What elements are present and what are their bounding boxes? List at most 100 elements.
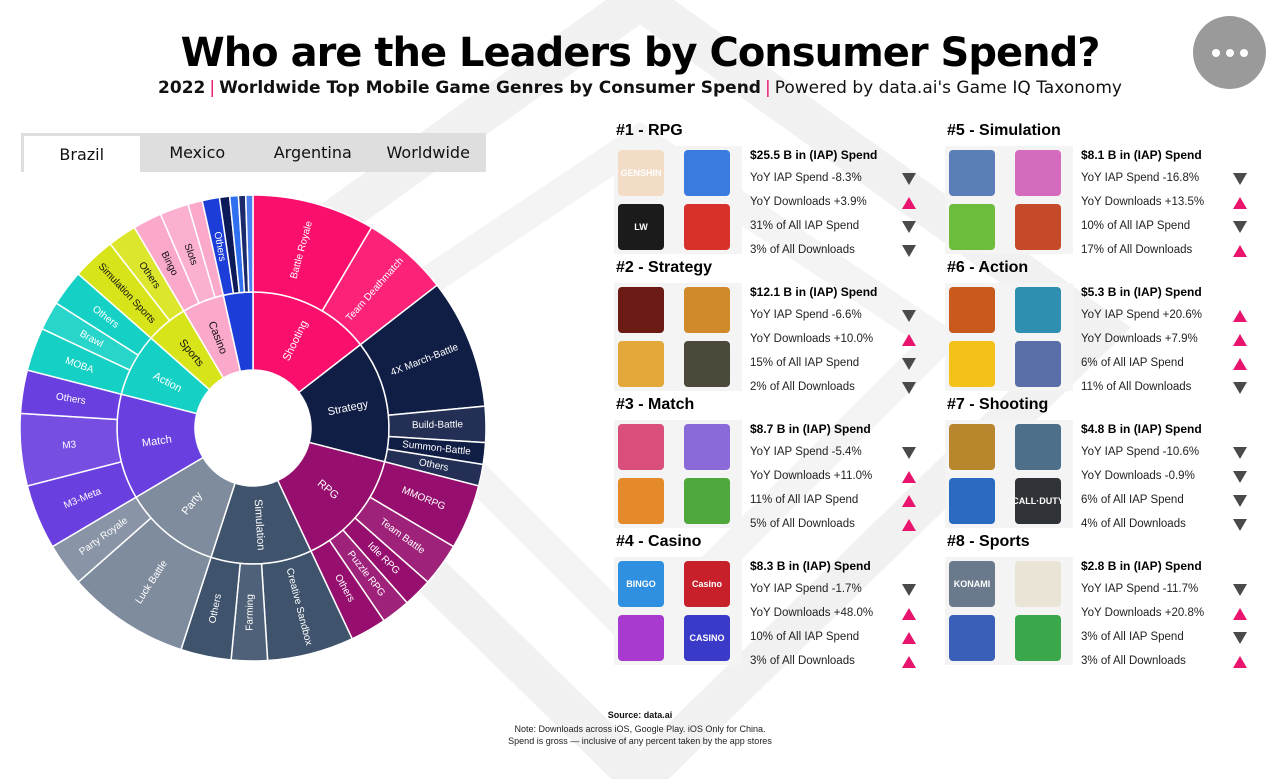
- app-icon-grid: [945, 146, 1073, 254]
- genre-card: #4 - Casino BINGO Casino CASINO $8.3 B in (I…: [614, 533, 934, 668]
- page-title: Who are the Leaders by Consumer Spend?: [180, 30, 1101, 76]
- genre-stat: YoY Downloads +3.9%: [750, 196, 867, 208]
- trend-up-icon: [902, 334, 916, 346]
- app-icon[interactable]: [684, 204, 730, 250]
- app-icon[interactable]: CALL·DUTY: [1015, 478, 1061, 524]
- genre-title: #1 - RPG: [616, 122, 683, 139]
- app-icon[interactable]: [949, 204, 995, 250]
- app-icon[interactable]: Casino: [684, 561, 730, 607]
- subtitle-separator: |: [764, 78, 771, 98]
- genre-stat: 3% of All Downloads: [750, 244, 855, 256]
- tab-worldwide[interactable]: Worldwide: [386, 143, 470, 162]
- sunburst-subgenre-segment[interactable]: [244, 194, 254, 293]
- app-icon[interactable]: KONAMI: [949, 561, 995, 607]
- trend-down-icon: [902, 382, 916, 394]
- app-icon[interactable]: [618, 287, 664, 333]
- more-options-button[interactable]: [1193, 16, 1266, 89]
- genre-stat: 10% of All IAP Spend: [1081, 220, 1191, 232]
- genre-card: #6 - Action $5.3 B in (IAP) Spend YoY IAP …: [945, 259, 1265, 394]
- iap-spend-total: $8.3 B in (IAP) Spend: [750, 559, 871, 573]
- trend-down-icon: [902, 221, 916, 233]
- app-icon[interactable]: LW: [618, 204, 664, 250]
- genre-stat: 6% of All IAP Spend: [1081, 494, 1184, 506]
- genre-stat: YoY Downloads +20.8%: [1081, 607, 1205, 619]
- genre-stat: 3% of All IAP Spend: [1081, 631, 1184, 643]
- app-icon[interactable]: [684, 424, 730, 470]
- genre-stat: YoY Downloads -0.9%: [1081, 470, 1195, 482]
- app-icon[interactable]: [949, 615, 995, 661]
- tab-mexico[interactable]: Mexico: [169, 143, 226, 162]
- genre-title: #4 - Casino: [616, 533, 702, 550]
- app-icon-grid: GENSHIN LW: [614, 146, 742, 254]
- app-icon[interactable]: [618, 341, 664, 387]
- sunburst-subgenre-label: Farming: [244, 594, 256, 631]
- dot-icon: [1211, 48, 1220, 57]
- trend-up-icon: [1233, 334, 1247, 346]
- genre-stat: 11% of All IAP Spend: [750, 494, 859, 506]
- app-icon[interactable]: [618, 424, 664, 470]
- dot-icon: [1225, 48, 1234, 57]
- trend-down-icon: [1233, 519, 1247, 531]
- sunburst-subgenre-label: Build-Battle: [412, 419, 464, 431]
- app-icon[interactable]: [949, 150, 995, 196]
- app-icon[interactable]: CASINO: [684, 615, 730, 661]
- country-tabs: Brazil Mexico Argentina Worldwide: [21, 133, 486, 172]
- app-icon-grid: [945, 283, 1073, 391]
- genre-stat: 6% of All IAP Spend: [1081, 357, 1184, 369]
- app-icon[interactable]: [1015, 204, 1061, 250]
- app-icon[interactable]: [1015, 341, 1061, 387]
- trend-up-icon: [902, 471, 916, 483]
- trend-up-icon: [902, 495, 916, 507]
- app-icon[interactable]: GENSHIN: [618, 150, 664, 196]
- app-icon[interactable]: [1015, 615, 1061, 661]
- app-icon[interactable]: [1015, 424, 1061, 470]
- genre-title: #3 - Match: [616, 396, 695, 413]
- subtitle-separator: |: [209, 78, 216, 98]
- trend-down-icon: [1233, 447, 1247, 459]
- app-icon[interactable]: [684, 478, 730, 524]
- tab-argentina[interactable]: Argentina: [273, 143, 352, 162]
- trend-up-icon: [1233, 656, 1247, 668]
- downloads-note: Note: Downloads across iOS, Google Play.…: [514, 724, 766, 734]
- trend-up-icon: [1233, 358, 1247, 370]
- app-icon[interactable]: [684, 287, 730, 333]
- trend-up-icon: [902, 656, 916, 668]
- iap-spend-total: $4.8 B in (IAP) Spend: [1081, 422, 1202, 436]
- app-icon[interactable]: [949, 424, 995, 470]
- app-icon[interactable]: BINGO: [618, 561, 664, 607]
- trend-up-icon: [902, 608, 916, 620]
- sunburst-center-hole: [196, 371, 310, 485]
- app-icon[interactable]: [1015, 561, 1061, 607]
- trend-up-icon: [902, 632, 916, 644]
- genre-stat: 11% of All Downloads: [1081, 381, 1192, 393]
- tab-brazil[interactable]: Brazil: [24, 136, 140, 172]
- trend-down-icon: [902, 310, 916, 322]
- genre-card: #2 - Strategy $12.1 B in (IAP) Spend YoY I…: [614, 259, 934, 394]
- genre-card: #3 - Match $8.7 B in (IAP) Spend YoY IAP S…: [614, 396, 934, 531]
- app-icon[interactable]: [684, 341, 730, 387]
- genre-stat: YoY IAP Spend -10.6%: [1081, 446, 1200, 458]
- genre-stat: YoY Downloads +13.5%: [1081, 196, 1205, 208]
- app-icon[interactable]: [618, 615, 664, 661]
- app-icon[interactable]: [684, 150, 730, 196]
- genre-stat: YoY IAP Spend -11.7%: [1081, 583, 1199, 595]
- genre-stat: YoY IAP Spend -8.3%: [750, 172, 862, 184]
- trend-down-icon: [1233, 495, 1247, 507]
- app-icon[interactable]: [1015, 287, 1061, 333]
- iap-spend-total: $25.5 B in (IAP) Spend: [750, 148, 878, 162]
- app-icon[interactable]: [1015, 150, 1061, 196]
- sunburst-subgenre-label: M3: [62, 439, 77, 451]
- subtitle-year: 2022: [158, 78, 206, 98]
- genre-stat: YoY IAP Spend -1.7%: [750, 583, 862, 595]
- app-icon[interactable]: [949, 287, 995, 333]
- genre-title: #5 - Simulation: [947, 122, 1061, 139]
- genre-title: #2 - Strategy: [616, 259, 713, 276]
- app-icon[interactable]: [949, 478, 995, 524]
- genre-card: #1 - RPG GENSHIN LW $25.5 B in (IAP) Spend Y…: [614, 122, 934, 257]
- sunburst-subgenre-label: Others: [55, 391, 86, 407]
- app-icon[interactable]: [949, 341, 995, 387]
- genre-card: #5 - Simulation $8.1 B in (IAP) Spend YoY …: [945, 122, 1265, 257]
- app-icon[interactable]: [618, 478, 664, 524]
- trend-down-icon: [902, 245, 916, 257]
